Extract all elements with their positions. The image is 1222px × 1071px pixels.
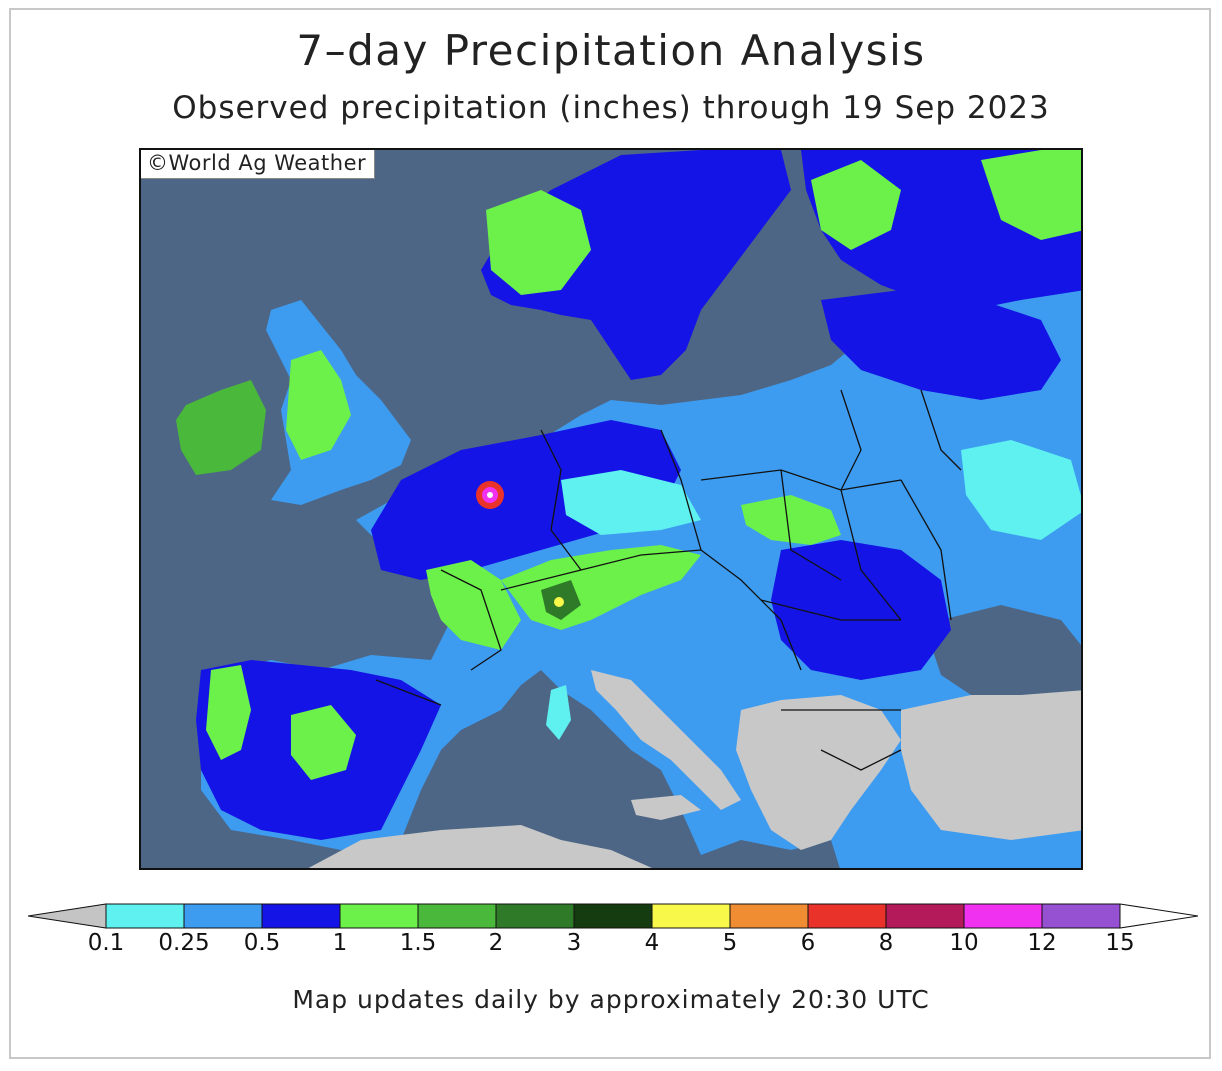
map-canvas (141, 150, 1081, 868)
rain-northeast-green (981, 150, 1081, 240)
legend-tick-label: 0.1 (87, 930, 125, 956)
legend-bin (729, 903, 809, 929)
rain-iberia-green (206, 665, 251, 760)
legend-tick-label: 3 (566, 930, 582, 956)
rain-britain-green (286, 350, 351, 460)
rain-extreme-cell-core (487, 492, 493, 498)
map-credit: ©World Ag Weather (141, 150, 376, 179)
country-borders (375, 389, 962, 771)
rain-central-europe-dark-blue (371, 420, 681, 580)
map-subtitle: Observed precipitation (inches) through … (172, 90, 1050, 126)
land-ireland (176, 380, 266, 475)
black-sea (931, 605, 1081, 695)
legend-tick-label: 15 (1105, 930, 1135, 956)
legend-tick-label: 2 (488, 930, 504, 956)
legend-bin (105, 903, 185, 929)
rain-france-green (426, 560, 521, 650)
rain-scandinavia-green (486, 190, 591, 295)
legend-bin (885, 903, 965, 929)
legend-tick-label: 0.5 (243, 930, 281, 956)
legend-tick-label: 5 (722, 930, 738, 956)
rain-central-cyan (561, 470, 701, 535)
legend-tick-label: 8 (878, 930, 894, 956)
update-note: Map updates daily by approximately 20:30… (292, 985, 930, 1014)
land-north-africa (308, 825, 652, 868)
legend-bin (651, 903, 731, 929)
rain-baltic-dark-blue (821, 290, 1061, 400)
legend-bin (261, 903, 341, 929)
rain-finland-green (811, 160, 901, 250)
land-sardinia (546, 685, 571, 740)
legend-tick-label: 1 (332, 930, 348, 956)
color-legend (28, 903, 1198, 929)
legend-bin (339, 903, 419, 929)
legend-bin (963, 903, 1043, 929)
legend-tick-labels: 0.1 0.25 0.5 1 1.5 2 3 4 5 6 8 10 12 15 (0, 930, 1222, 960)
rain-russia-cyan (961, 440, 1081, 540)
legend-tick-label: 1.5 (399, 930, 437, 956)
rain-iberia-center-green (291, 705, 356, 780)
land-sicily (631, 795, 701, 820)
legend-tick-label: 10 (949, 930, 979, 956)
legend-tick-label: 6 (800, 930, 816, 956)
legend-tick-label: 0.25 (158, 930, 210, 956)
rain-yellow-cell (554, 597, 564, 607)
land-balkans (736, 695, 901, 850)
land-italy (591, 670, 741, 810)
rain-eastern-europe-dark-blue (771, 540, 951, 680)
legend-over-triangle (1119, 903, 1198, 929)
legend-bin (417, 903, 497, 929)
rain-carpathians-green (741, 495, 841, 545)
legend-under-triangle (28, 903, 107, 929)
legend-bin (183, 903, 263, 929)
land-turkey (901, 690, 1081, 840)
legend-tick-label: 12 (1027, 930, 1057, 956)
legend-bin (807, 903, 887, 929)
legend-bin (1041, 903, 1121, 929)
legend-bin (495, 903, 575, 929)
map-title: 7–day Precipitation Analysis (296, 26, 926, 75)
precipitation-map (139, 148, 1083, 870)
legend-tick-label: 4 (644, 930, 660, 956)
legend-bin (573, 903, 653, 929)
